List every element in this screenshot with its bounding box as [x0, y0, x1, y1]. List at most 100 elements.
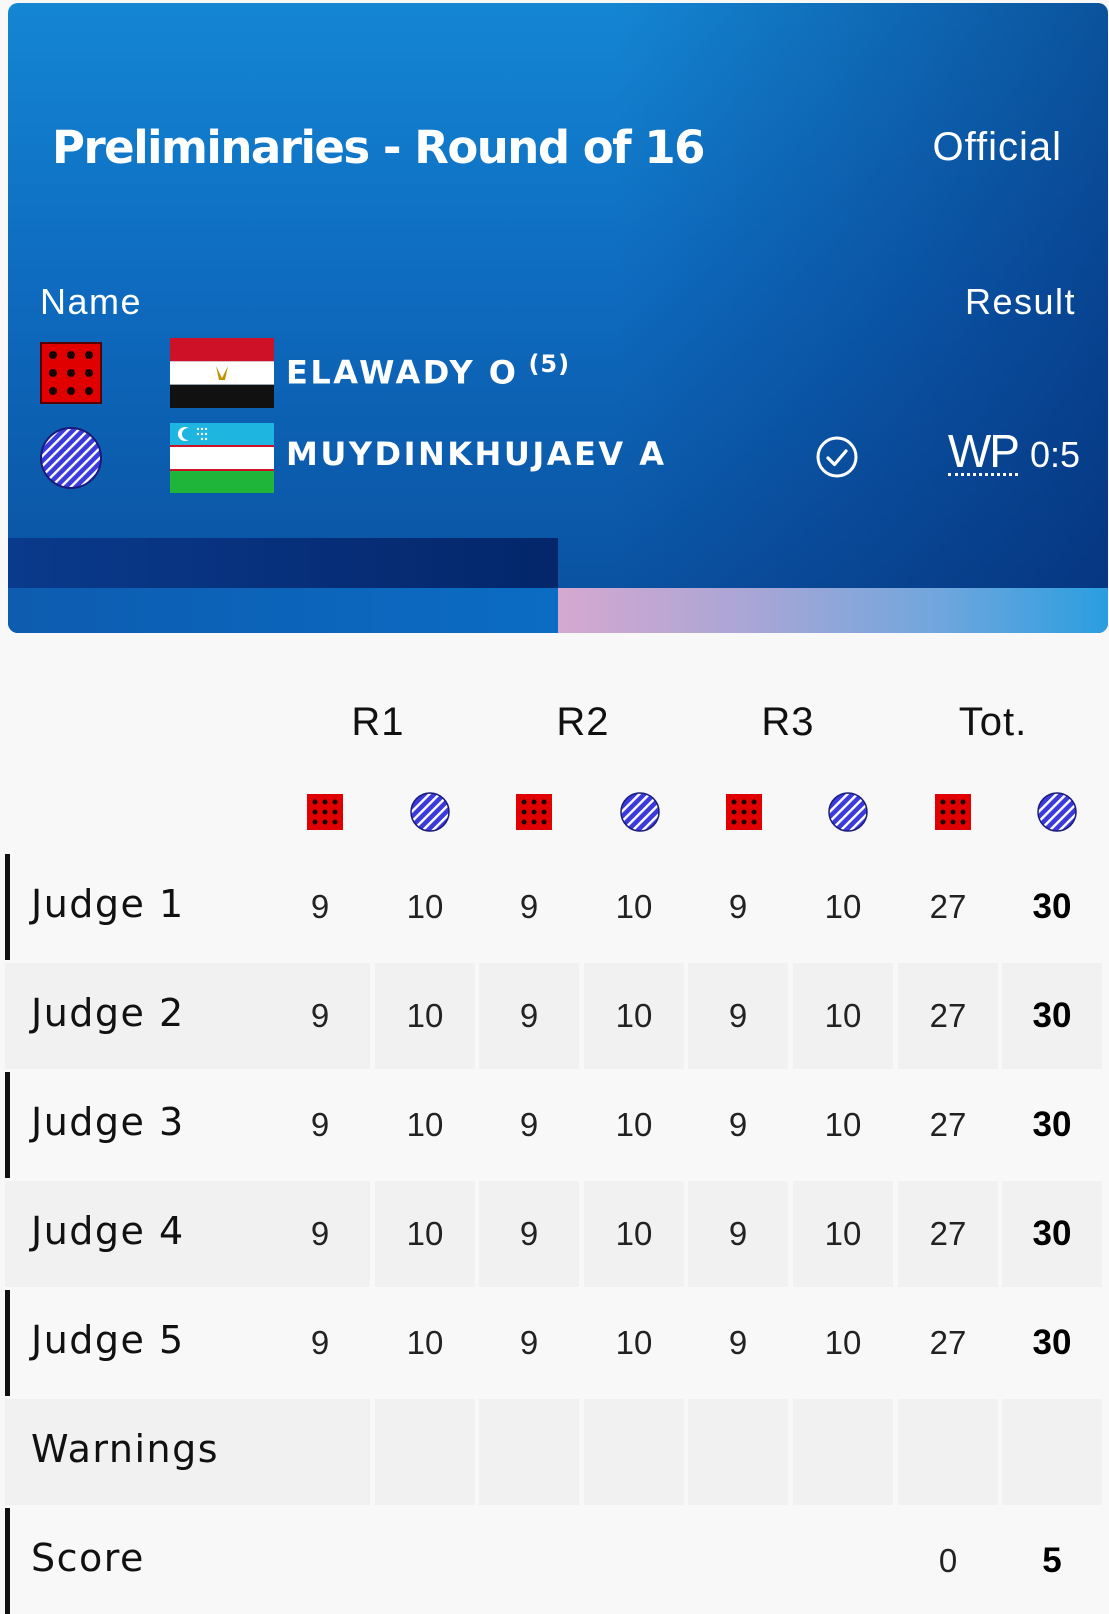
score-value: 9	[310, 888, 330, 925]
score-value: 10	[406, 888, 444, 925]
red-corner-icon	[307, 794, 343, 830]
score-value: 9	[519, 1106, 539, 1143]
header-shade	[8, 3, 1108, 633]
score-cell: 9	[270, 1290, 370, 1396]
red-corner-icon	[726, 794, 762, 830]
score-cell: 30	[1002, 963, 1102, 1069]
uzbekistan-flag-icon	[170, 423, 274, 493]
score-cell: 9	[479, 1072, 579, 1178]
row-label-cell: Score	[5, 1508, 272, 1614]
match-header: Preliminaries - Round of 16 Official Nam…	[8, 3, 1108, 633]
score-cell: 10	[584, 1072, 684, 1178]
score-value: 30	[1032, 1323, 1072, 1362]
score-value: 9	[519, 1324, 539, 1361]
score-cell: 10	[793, 963, 893, 1069]
score-cell: 10	[375, 963, 475, 1069]
table-row: Warnings	[5, 1399, 1109, 1505]
table-row: Score 0 5	[5, 1508, 1109, 1614]
row-indicator	[5, 1290, 10, 1396]
blue-corner-icon	[828, 792, 868, 832]
score-cell	[584, 1399, 684, 1505]
red-corner-icon	[935, 794, 971, 830]
row-label-cell: Judge 3	[5, 1072, 272, 1178]
score-cell: 9	[688, 1290, 788, 1396]
score-cell: 10	[375, 1290, 475, 1396]
score-cell: 9	[688, 854, 788, 960]
score-cell	[793, 1399, 893, 1505]
score-cell: 30	[1002, 1072, 1102, 1178]
score-cell: 30	[1002, 1181, 1102, 1287]
score-value: 10	[406, 1106, 444, 1143]
score-value: 10	[615, 888, 653, 925]
score-cell: 9	[479, 854, 579, 960]
score-value: 27	[929, 1215, 967, 1252]
athlete-row-blue[interactable]: MUYDINKHUJAEV A WP 0:5	[40, 423, 1080, 493]
blue-corner-icon	[410, 792, 450, 832]
blue-corner-icon	[620, 792, 660, 832]
blue-corner-icon	[1037, 792, 1077, 832]
score-value: 9	[728, 1215, 748, 1252]
score-cell: 10	[375, 854, 475, 960]
score-cell: 9	[479, 1290, 579, 1396]
score-cell	[688, 1508, 788, 1614]
score-value: 9	[728, 1106, 748, 1143]
row-label: Judge 1	[31, 882, 185, 926]
row-label: Judge 5	[31, 1318, 185, 1362]
score-cell: 9	[479, 963, 579, 1069]
score-value: 10	[824, 1106, 862, 1143]
score-value: 10	[615, 1215, 653, 1252]
score-value: 10	[824, 888, 862, 925]
score-value: 0	[938, 1542, 958, 1579]
red-corner-icon	[516, 794, 552, 830]
score-cell: 10	[793, 1072, 893, 1178]
score-value: 10	[615, 1106, 653, 1143]
decorative-band	[8, 588, 558, 633]
score-value: 9	[310, 1106, 330, 1143]
score-cell: 27	[898, 963, 998, 1069]
score-value: 30	[1032, 996, 1072, 1035]
score-cell: 9	[688, 963, 788, 1069]
score-cell: 27	[898, 1181, 998, 1287]
athlete-row-red[interactable]: ELAWADY O (5)	[40, 338, 1080, 408]
score-value: 10	[615, 1324, 653, 1361]
score-cell: 10	[584, 854, 684, 960]
score-cell: 0	[898, 1508, 998, 1614]
row-label-cell: Judge 5	[5, 1290, 272, 1396]
score-value: 10	[406, 1324, 444, 1361]
blue-corner-icon	[40, 427, 102, 489]
row-indicator	[5, 1508, 10, 1614]
score-cell: 30	[1002, 1290, 1102, 1396]
score-cell: 10	[584, 963, 684, 1069]
egypt-flag-icon	[170, 338, 274, 408]
score-cell	[375, 1508, 475, 1614]
score-cell: 9	[270, 1072, 370, 1178]
row-label: Warnings	[31, 1427, 220, 1471]
score-value: 30	[1032, 1214, 1072, 1253]
score-cell: 30	[1002, 854, 1102, 960]
score-cell	[1002, 1399, 1102, 1505]
event-title: Preliminaries - Round of 16	[52, 121, 706, 174]
result-score: 0:5	[1029, 434, 1080, 475]
score-cell	[688, 1399, 788, 1505]
decorative-band	[8, 538, 558, 588]
score-value: 9	[519, 997, 539, 1034]
score-cell: 10	[375, 1181, 475, 1287]
round-header-r3: R3	[761, 700, 815, 744]
match-result: WP 0:5	[947, 425, 1080, 477]
score-cell	[898, 1399, 998, 1505]
score-value: 27	[929, 1324, 967, 1361]
round-header-total: Tot.	[958, 700, 1028, 744]
score-value: 30	[1032, 1105, 1072, 1144]
score-value: 9	[519, 1215, 539, 1252]
athlete-name-red: ELAWADY O (5)	[286, 350, 571, 392]
score-cell: 9	[688, 1072, 788, 1178]
score-cell: 9	[270, 854, 370, 960]
row-indicator	[5, 1072, 10, 1178]
score-value: 9	[310, 1324, 330, 1361]
score-cell	[479, 1399, 579, 1505]
score-cell: 27	[898, 1290, 998, 1396]
official-status: Official	[932, 125, 1062, 169]
score-value: 9	[519, 888, 539, 925]
result-code[interactable]: WP	[947, 425, 1020, 477]
score-value: 9	[728, 1324, 748, 1361]
